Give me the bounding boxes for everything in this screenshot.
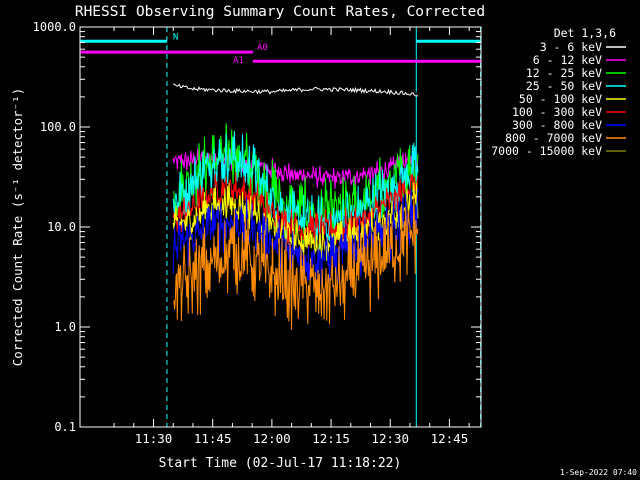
series-line-7 xyxy=(173,194,419,330)
series-layer xyxy=(172,82,419,330)
attenuator-label: N xyxy=(173,32,178,42)
legend-label: 7000 - 15000 keV xyxy=(491,144,602,158)
legend-label: 50 - 100 keV xyxy=(519,92,602,106)
series-line-0 xyxy=(172,82,419,99)
legend-label: 25 - 50 keV xyxy=(526,79,602,93)
series-line-3-6-kev xyxy=(173,83,419,97)
x-axis-label: Start Time (02-Jul-17 11:18:22) xyxy=(159,456,402,471)
legend-label: 6 - 12 keV xyxy=(533,53,602,67)
legend-title: Det 1,3,6 xyxy=(554,26,616,40)
legend-label: 3 - 6 keV xyxy=(540,40,602,54)
y-axis-label: Corrected Count Rate (s⁻¹ detector⁻¹) xyxy=(10,88,25,366)
attenuator-label: A1 xyxy=(233,56,244,66)
y-tick-label: 10.0 xyxy=(47,220,76,234)
series-line-2 xyxy=(173,123,419,247)
series-line-6 xyxy=(172,187,419,286)
x-tick-label: 11:30 xyxy=(135,431,173,446)
y-tick-label: 1000.0 xyxy=(33,20,76,34)
legend-label: 100 - 300 keV xyxy=(512,105,602,119)
x-tick-label: 12:45 xyxy=(431,431,469,446)
x-tick-label: 11:45 xyxy=(194,431,232,446)
y-tick-label: 1.0 xyxy=(54,320,76,334)
chart-title: RHESSI Observing Summary Count Rates, Co… xyxy=(75,4,485,20)
y-tick-label: 0.1 xyxy=(54,420,76,434)
timestamp: 1-Sep-2022 07:40 xyxy=(560,468,637,477)
x-axis-ticks: 11:30 11:45 12:00 12:15 12:30 12:45 xyxy=(113,27,470,446)
y-tick-label: 100.0 xyxy=(40,120,76,134)
legend-label: 300 - 800 keV xyxy=(512,118,602,132)
attenuator-bars: N A0 A1 xyxy=(80,32,481,66)
x-tick-label: 12:15 xyxy=(312,431,350,446)
y-axis-ticks: 1000.0 100.0 10.0 1.0 0.1 xyxy=(33,20,481,434)
legend-label: 12 - 25 keV xyxy=(526,66,602,80)
attenuator-label: A0 xyxy=(257,43,268,53)
legend-label: 800 - 7000 keV xyxy=(505,131,602,145)
x-tick-label: 12:30 xyxy=(371,431,409,446)
x-tick-label: 12:00 xyxy=(253,431,291,446)
